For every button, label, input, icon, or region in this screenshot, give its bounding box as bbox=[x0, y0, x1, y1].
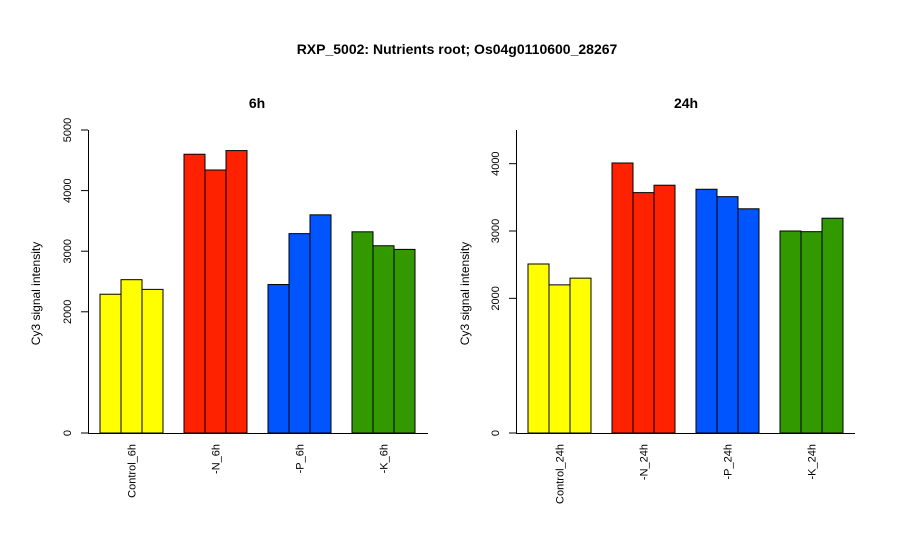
y-tick-label: 4000 bbox=[62, 178, 74, 202]
bar bbox=[716, 196, 739, 434]
bar bbox=[99, 293, 122, 434]
x-tick-label: -N_6h bbox=[211, 444, 223, 474]
y-tick-label: 4000 bbox=[490, 151, 502, 175]
y-tick-label: 0 bbox=[62, 430, 74, 436]
x-tick-label: -P_6h bbox=[295, 444, 307, 473]
panel-24h: 24h Control_24h -N_24h -P_24h -K_24h 0 2000 30… bbox=[458, 95, 855, 504]
bar bbox=[737, 208, 760, 434]
bar bbox=[653, 184, 676, 434]
bar bbox=[267, 284, 290, 434]
bar bbox=[309, 214, 332, 434]
x-tick-label: -N_24h bbox=[639, 444, 651, 480]
bar bbox=[183, 153, 206, 434]
bar bbox=[141, 288, 164, 434]
bar bbox=[527, 263, 550, 434]
bar bbox=[204, 169, 227, 434]
y-axis-label: Cy3 signal intensity bbox=[29, 242, 43, 345]
bar bbox=[800, 231, 823, 434]
y-axis-label: Cy3 signal intensity bbox=[458, 242, 472, 345]
bar bbox=[288, 233, 311, 434]
x-tick-label: -K_6h bbox=[379, 444, 391, 473]
bar bbox=[393, 248, 416, 434]
panel-6h: 6h Control_6h -N_6h -P_6h -K_6h 0 2000 3000 400… bbox=[29, 95, 428, 498]
y-tick-label: 2000 bbox=[490, 286, 502, 310]
bar bbox=[351, 231, 374, 434]
panel-title: 6h bbox=[249, 95, 265, 111]
bar bbox=[372, 245, 395, 434]
bar bbox=[821, 217, 844, 434]
bar bbox=[779, 230, 802, 434]
x-tick-label: Control_6h bbox=[127, 444, 139, 498]
x-tick-label: -P_24h bbox=[723, 444, 735, 479]
bar bbox=[225, 150, 248, 434]
bar bbox=[548, 284, 571, 434]
y-tick-label: 3000 bbox=[490, 219, 502, 243]
y-tick-label: 5000 bbox=[62, 118, 74, 142]
y-tick-label: 0 bbox=[490, 430, 502, 436]
y-tick-label: 2000 bbox=[62, 300, 74, 324]
x-tick-label: -K_24h bbox=[807, 444, 819, 479]
y-tick-label: 3000 bbox=[62, 239, 74, 263]
main-title: RXP_5002: Nutrients root; Os04g0110600_2… bbox=[297, 41, 618, 57]
bar bbox=[632, 192, 655, 434]
panel-title: 24h bbox=[674, 95, 698, 111]
bar bbox=[695, 188, 718, 434]
x-tick-label: Control_24h bbox=[555, 444, 567, 504]
bar bbox=[569, 277, 592, 434]
bar bbox=[611, 162, 634, 434]
bar bbox=[120, 279, 143, 434]
